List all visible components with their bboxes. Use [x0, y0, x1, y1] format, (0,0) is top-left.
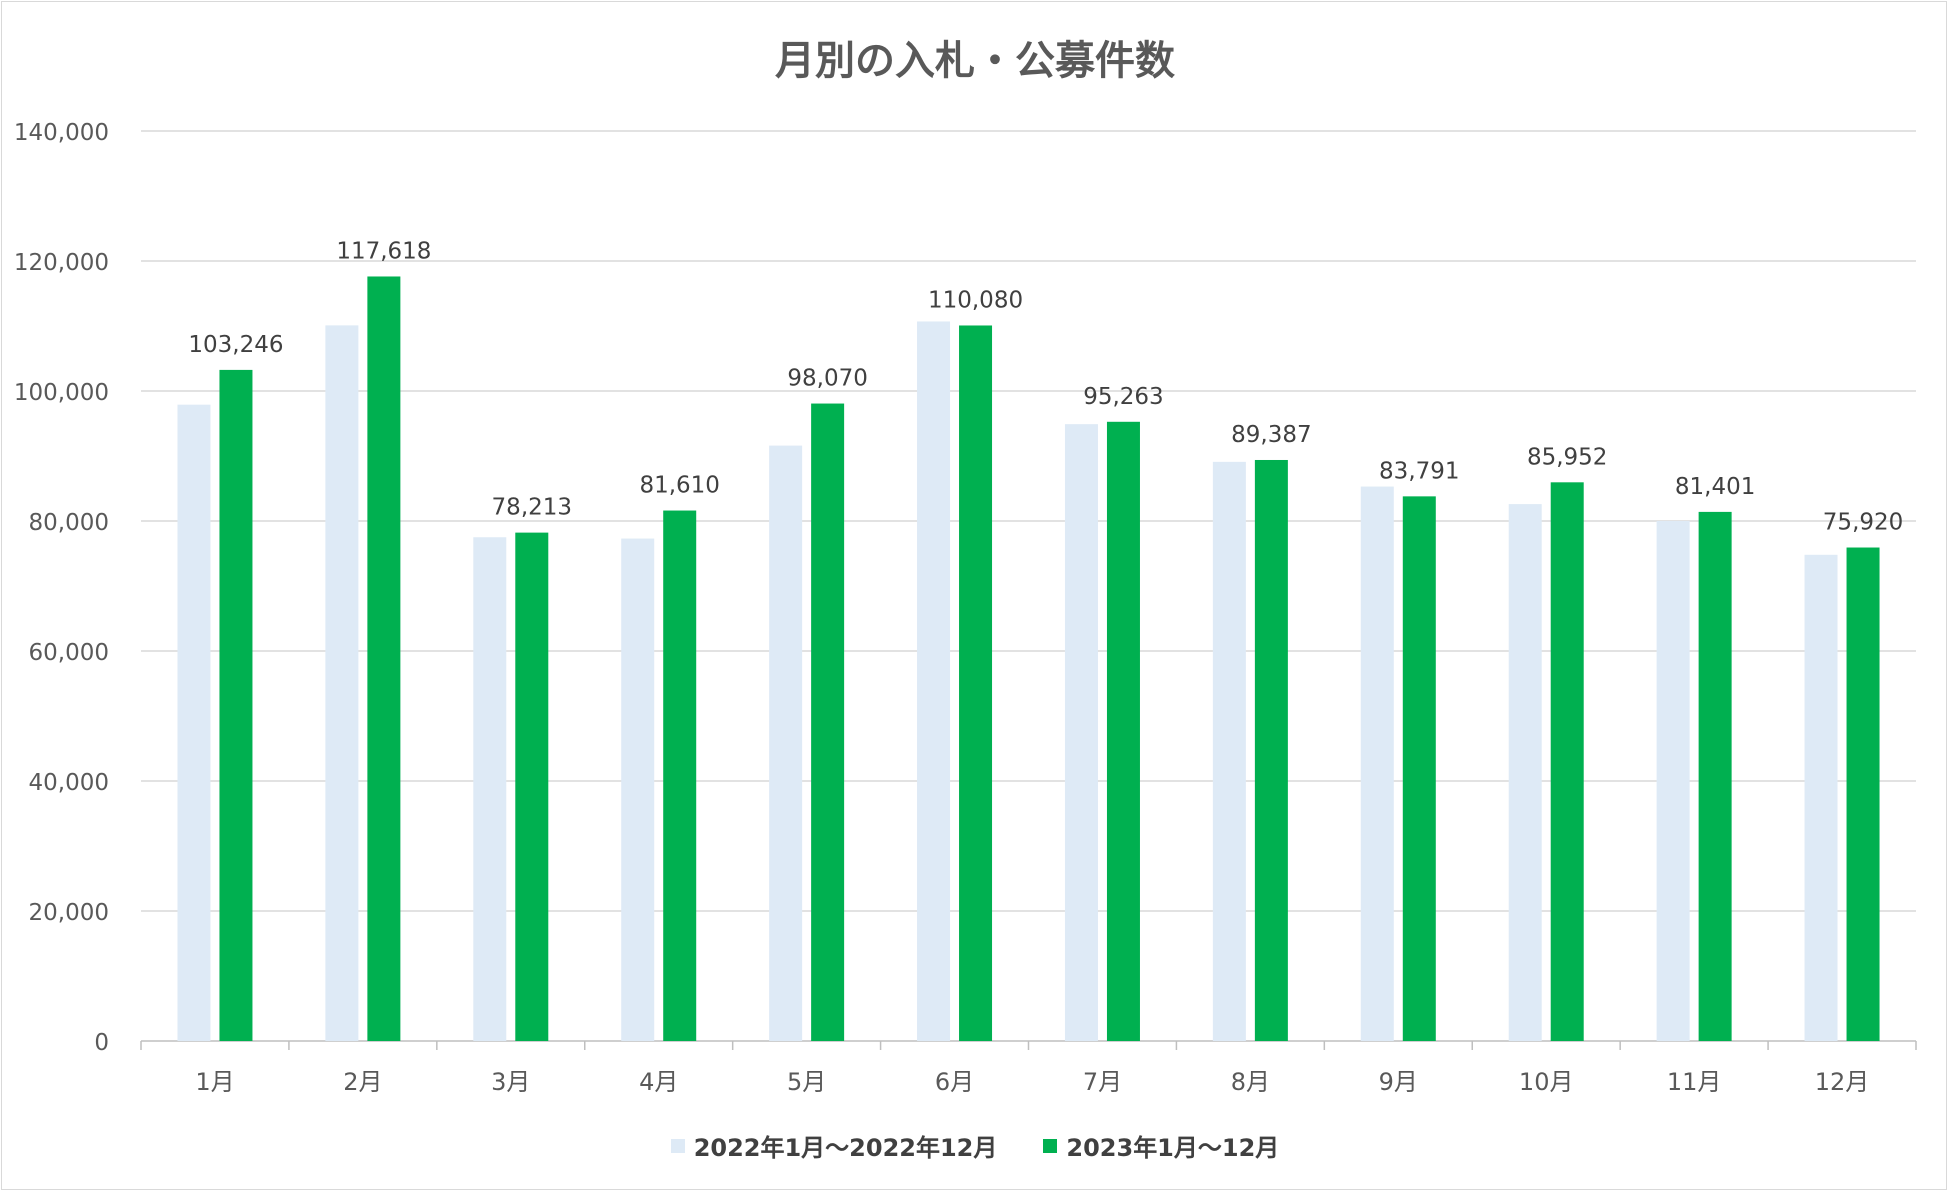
x-tick-label: 6月 [935, 1068, 974, 1096]
bar-2023 [1846, 547, 1880, 1041]
x-tick-label: 1月 [195, 1068, 234, 1096]
x-tick-label: 12月 [1815, 1068, 1870, 1096]
bar-2023 [1550, 482, 1584, 1041]
bar-2023 [1698, 511, 1732, 1041]
bar-2022 [621, 538, 655, 1041]
bar-2023 [1106, 421, 1140, 1041]
x-tick-label: 10月 [1519, 1068, 1574, 1096]
data-label: 81,401 [1675, 474, 1755, 500]
bar-2023 [1254, 459, 1288, 1041]
x-tick-label: 8月 [1231, 1068, 1270, 1096]
bar-2023 [959, 325, 993, 1042]
x-tick-label: 9月 [1379, 1068, 1418, 1096]
bar-2022 [1804, 554, 1838, 1041]
legend-label-2023: 2023年1月～12月 [1066, 1134, 1280, 1162]
bar-2022 [917, 321, 951, 1041]
data-label: 110,080 [928, 287, 1023, 313]
y-tick-label: 100,000 [14, 380, 109, 406]
x-tick-label: 4月 [639, 1068, 678, 1096]
bar-2023 [219, 369, 253, 1041]
bar-2022 [473, 537, 507, 1041]
x-tick-label: 11月 [1667, 1068, 1722, 1096]
legend-item-2023: 2023年1月～12月 [1043, 1128, 1279, 1163]
legend-swatch-2023 [1043, 1138, 1058, 1153]
bar-chart: 0 20,000 40,000 60,000 80,000 100,000 120,000 1… [14, 120, 1917, 1096]
data-label: 117,618 [336, 238, 431, 264]
x-tick-label: 7月 [1083, 1068, 1122, 1096]
bar-2022 [1360, 486, 1394, 1041]
x-tick-label: 2月 [343, 1068, 382, 1096]
bar-2022 [325, 325, 359, 1042]
bar-2022 [1212, 461, 1246, 1042]
x-tick-label: 3月 [491, 1068, 530, 1096]
data-label: 75,920 [1823, 510, 1903, 536]
data-label: 103,246 [188, 332, 283, 358]
data-label: 89,387 [1231, 422, 1311, 448]
y-tick-label: 0 [94, 1030, 109, 1056]
bar-2022 [1656, 521, 1690, 1041]
y-tick-label: 20,000 [29, 900, 109, 926]
y-tick-label: 40,000 [29, 770, 109, 796]
bar-2023 [811, 403, 845, 1041]
y-tick-label: 60,000 [29, 640, 109, 666]
bar-2023 [515, 532, 549, 1041]
bar-2023 [1402, 496, 1436, 1041]
bar-2022 [1064, 424, 1098, 1041]
bar-2022 [177, 404, 211, 1041]
data-label: 83,791 [1379, 458, 1459, 484]
y-tick-label: 140,000 [14, 120, 109, 146]
data-label: 85,952 [1527, 444, 1607, 470]
data-label: 78,213 [492, 495, 572, 521]
data-label: 81,610 [639, 473, 719, 499]
chart-legend: 2022年1月～2022年12月 2023年1月～12月 [0, 1128, 1950, 1163]
chart-title: 月別の入札・公募件数 [775, 38, 1175, 84]
bar-2022 [1508, 504, 1542, 1042]
y-tick-label: 80,000 [29, 510, 109, 536]
bar-2022 [769, 445, 803, 1042]
x-tick-label: 5月 [787, 1068, 826, 1096]
bar-2023 [663, 510, 697, 1041]
legend-swatch-2022 [670, 1138, 685, 1153]
legend-label-2022: 2022年1月～2022年12月 [693, 1134, 998, 1162]
legend-item-2022: 2022年1月～2022年12月 [670, 1128, 998, 1163]
bar-2023 [367, 276, 401, 1041]
data-label: 98,070 [787, 366, 867, 392]
data-label: 95,263 [1083, 384, 1163, 410]
y-tick-label: 120,000 [14, 250, 109, 276]
